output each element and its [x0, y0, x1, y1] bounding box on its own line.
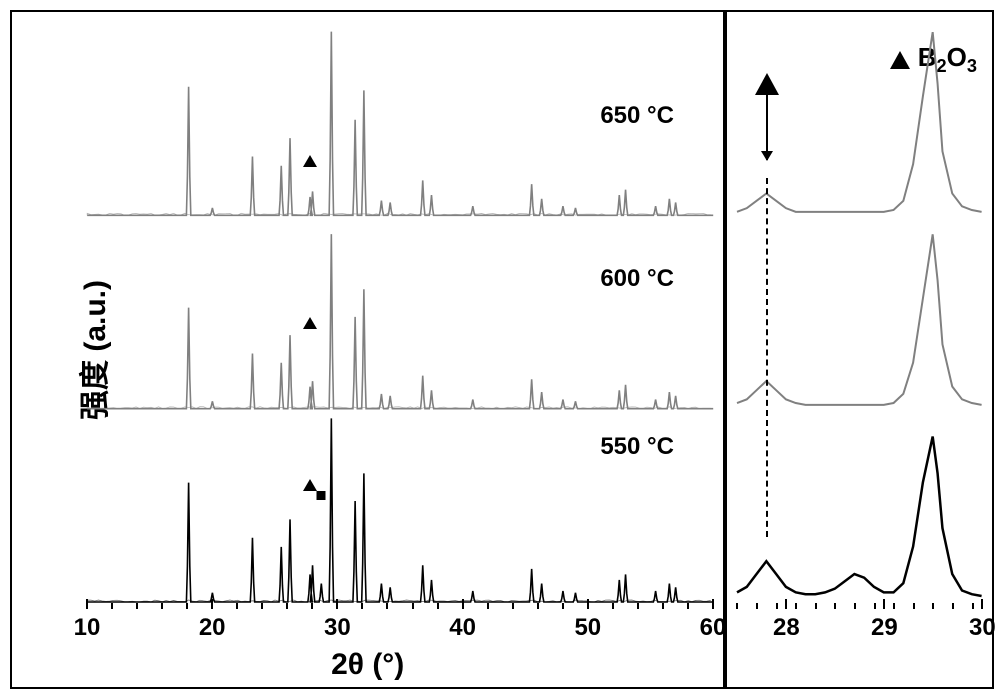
right-spectra-svg: [737, 27, 982, 607]
xtick-label: 29: [871, 614, 898, 642]
left-panel: 强度 (a.u.) 102030405060 550 °C600 °C650 °…: [12, 12, 727, 687]
series-label-600C: 600 °C: [600, 265, 674, 293]
xtick-label: 30: [324, 614, 351, 642]
triangle-marker-icon: [303, 479, 317, 491]
zoom-spectrum-550C: [737, 437, 982, 597]
arrow-down-icon: [766, 91, 768, 161]
xtick-label: 40: [449, 614, 476, 642]
xtick-label: 50: [574, 614, 601, 642]
x-axis-label-left: 2θ (°): [12, 648, 723, 682]
right-plot-area: [737, 27, 982, 607]
right-panel: B2O3 282930: [727, 12, 992, 687]
xtick-label: 30: [969, 614, 996, 642]
xtick-label: 60: [700, 614, 727, 642]
series-label-550C: 550 °C: [600, 433, 674, 461]
zoom-spectrum-650C: [737, 32, 982, 212]
spectrum-600C: [87, 234, 713, 408]
triangle-marker-icon: [755, 73, 779, 95]
zoom-spectrum-600C: [737, 234, 982, 405]
triangle-marker-icon: [303, 317, 317, 329]
xrd-figure: 强度 (a.u.) 102030405060 550 °C600 °C650 °…: [10, 10, 994, 689]
triangle-marker-icon: [303, 155, 317, 167]
series-label-650C: 650 °C: [600, 102, 674, 130]
xtick-label: 28: [773, 614, 800, 642]
dashed-guide-line: [766, 178, 768, 538]
xtick-label: 20: [199, 614, 226, 642]
xtick-label: 10: [74, 614, 101, 642]
square-marker-icon: [317, 491, 326, 500]
